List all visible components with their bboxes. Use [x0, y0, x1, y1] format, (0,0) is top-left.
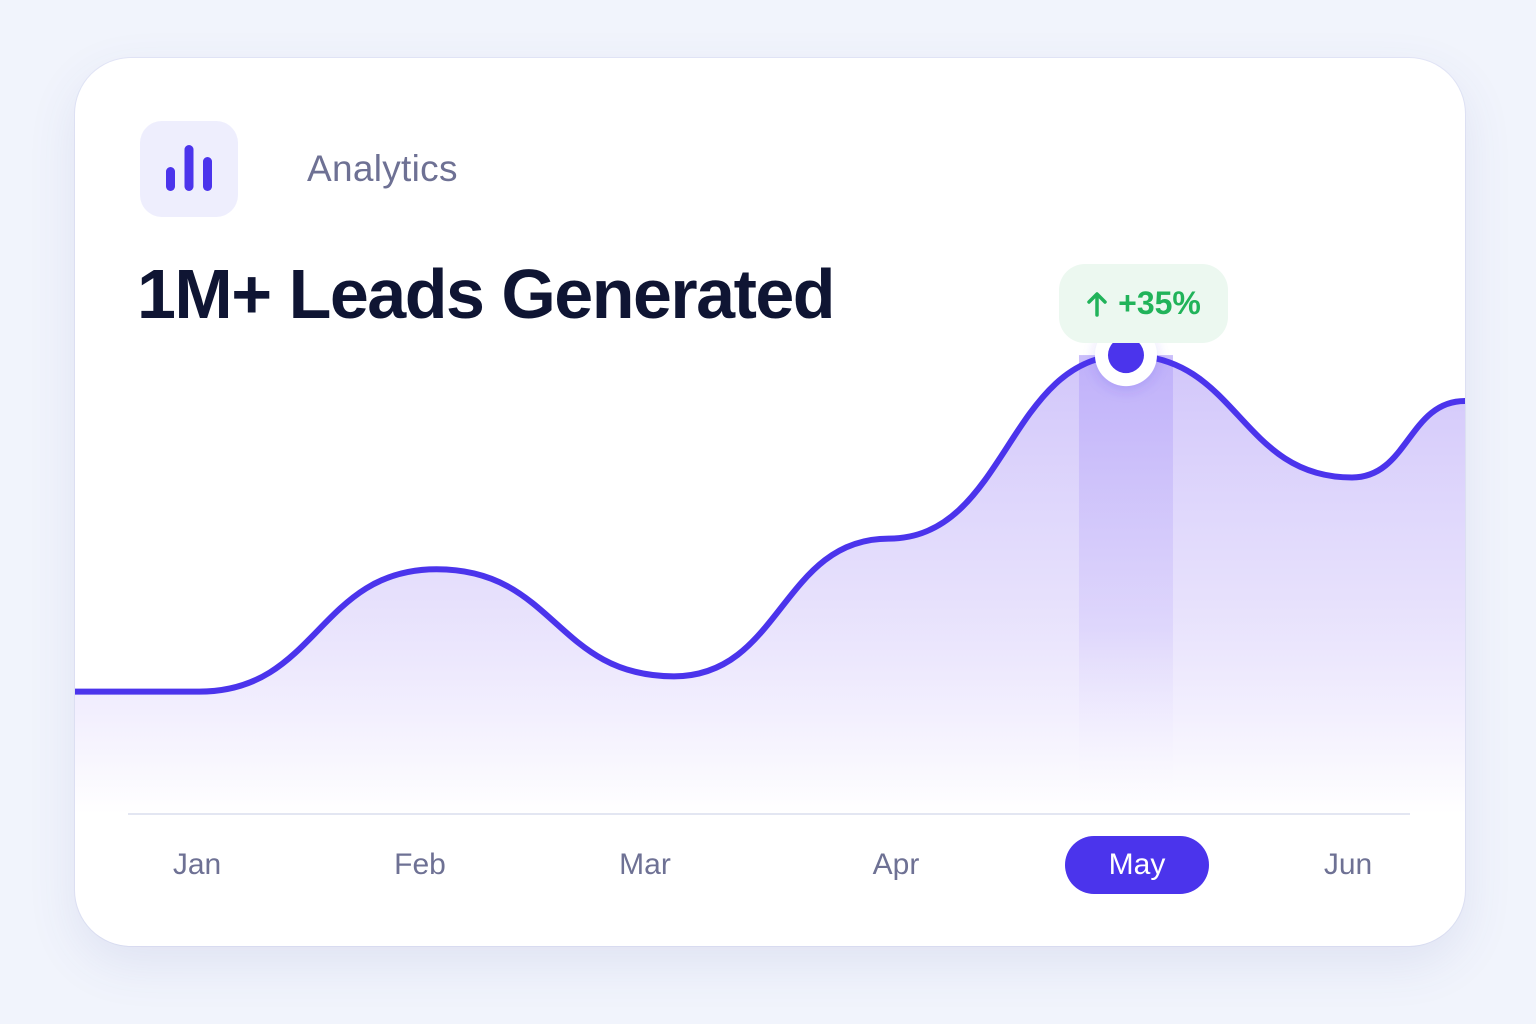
month-label-feb[interactable]: Feb [394, 848, 446, 881]
month-label-may[interactable]: May [1065, 836, 1209, 894]
growth-value: +35% [1118, 285, 1201, 321]
month-label-apr[interactable]: Apr [872, 848, 920, 881]
leads-area-chart [75, 324, 1465, 815]
arrow-up-icon [1087, 291, 1107, 317]
month-label-jun[interactable]: Jun [1323, 848, 1373, 881]
series-line [75, 352, 1465, 695]
highlight-band [1078, 355, 1173, 814]
bar-chart-icon [166, 145, 212, 191]
highlight-point[interactable] [1107, 337, 1144, 374]
area-fill [75, 355, 1465, 814]
section-label: Analytics [307, 148, 458, 189]
month-label-jan[interactable]: Jan [172, 848, 222, 881]
analytics-card: Analytics 1M+ Leads Generated [75, 58, 1465, 946]
headline: 1M+ Leads Generated [137, 255, 836, 333]
growth-badge: +35% [1059, 264, 1228, 343]
month-label-mar[interactable]: Mar [619, 848, 671, 881]
analytics-icon-tile [140, 121, 238, 217]
